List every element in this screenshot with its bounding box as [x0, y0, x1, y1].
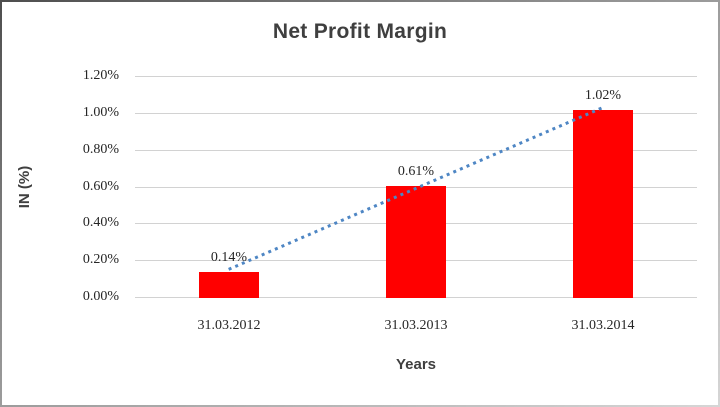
bar: [573, 110, 633, 298]
bar-data-label: 0.61%: [397, 164, 435, 179]
plot-area: 0.14% 0.61% 1.02%: [135, 76, 697, 298]
gridline: [135, 76, 697, 77]
gridline: [135, 113, 697, 114]
bar-data-label: 0.14%: [210, 250, 248, 265]
chart-title: Net Profit Margin: [272, 20, 448, 43]
gridline: [135, 150, 697, 151]
bar-data-label: 1.02%: [584, 88, 622, 103]
y-tick-label: 0.00%: [82, 289, 119, 304]
x-tick-label: 31.03.2012: [197, 318, 261, 333]
trendline: [228, 105, 604, 271]
y-tick-label: 1.20%: [82, 68, 119, 83]
y-tick-label: 0.80%: [82, 142, 119, 157]
bar: [199, 272, 259, 298]
y-tick-label: 1.00%: [82, 105, 119, 120]
x-axis-title: Years: [395, 356, 437, 373]
bar: [386, 186, 446, 298]
y-tick-label: 0.20%: [82, 252, 119, 267]
x-tick-label: 31.03.2013: [384, 318, 448, 333]
y-tick-label: 0.40%: [82, 215, 119, 230]
y-tick-label: 0.60%: [82, 179, 119, 194]
x-tick-label: 31.03.2014: [571, 318, 635, 333]
